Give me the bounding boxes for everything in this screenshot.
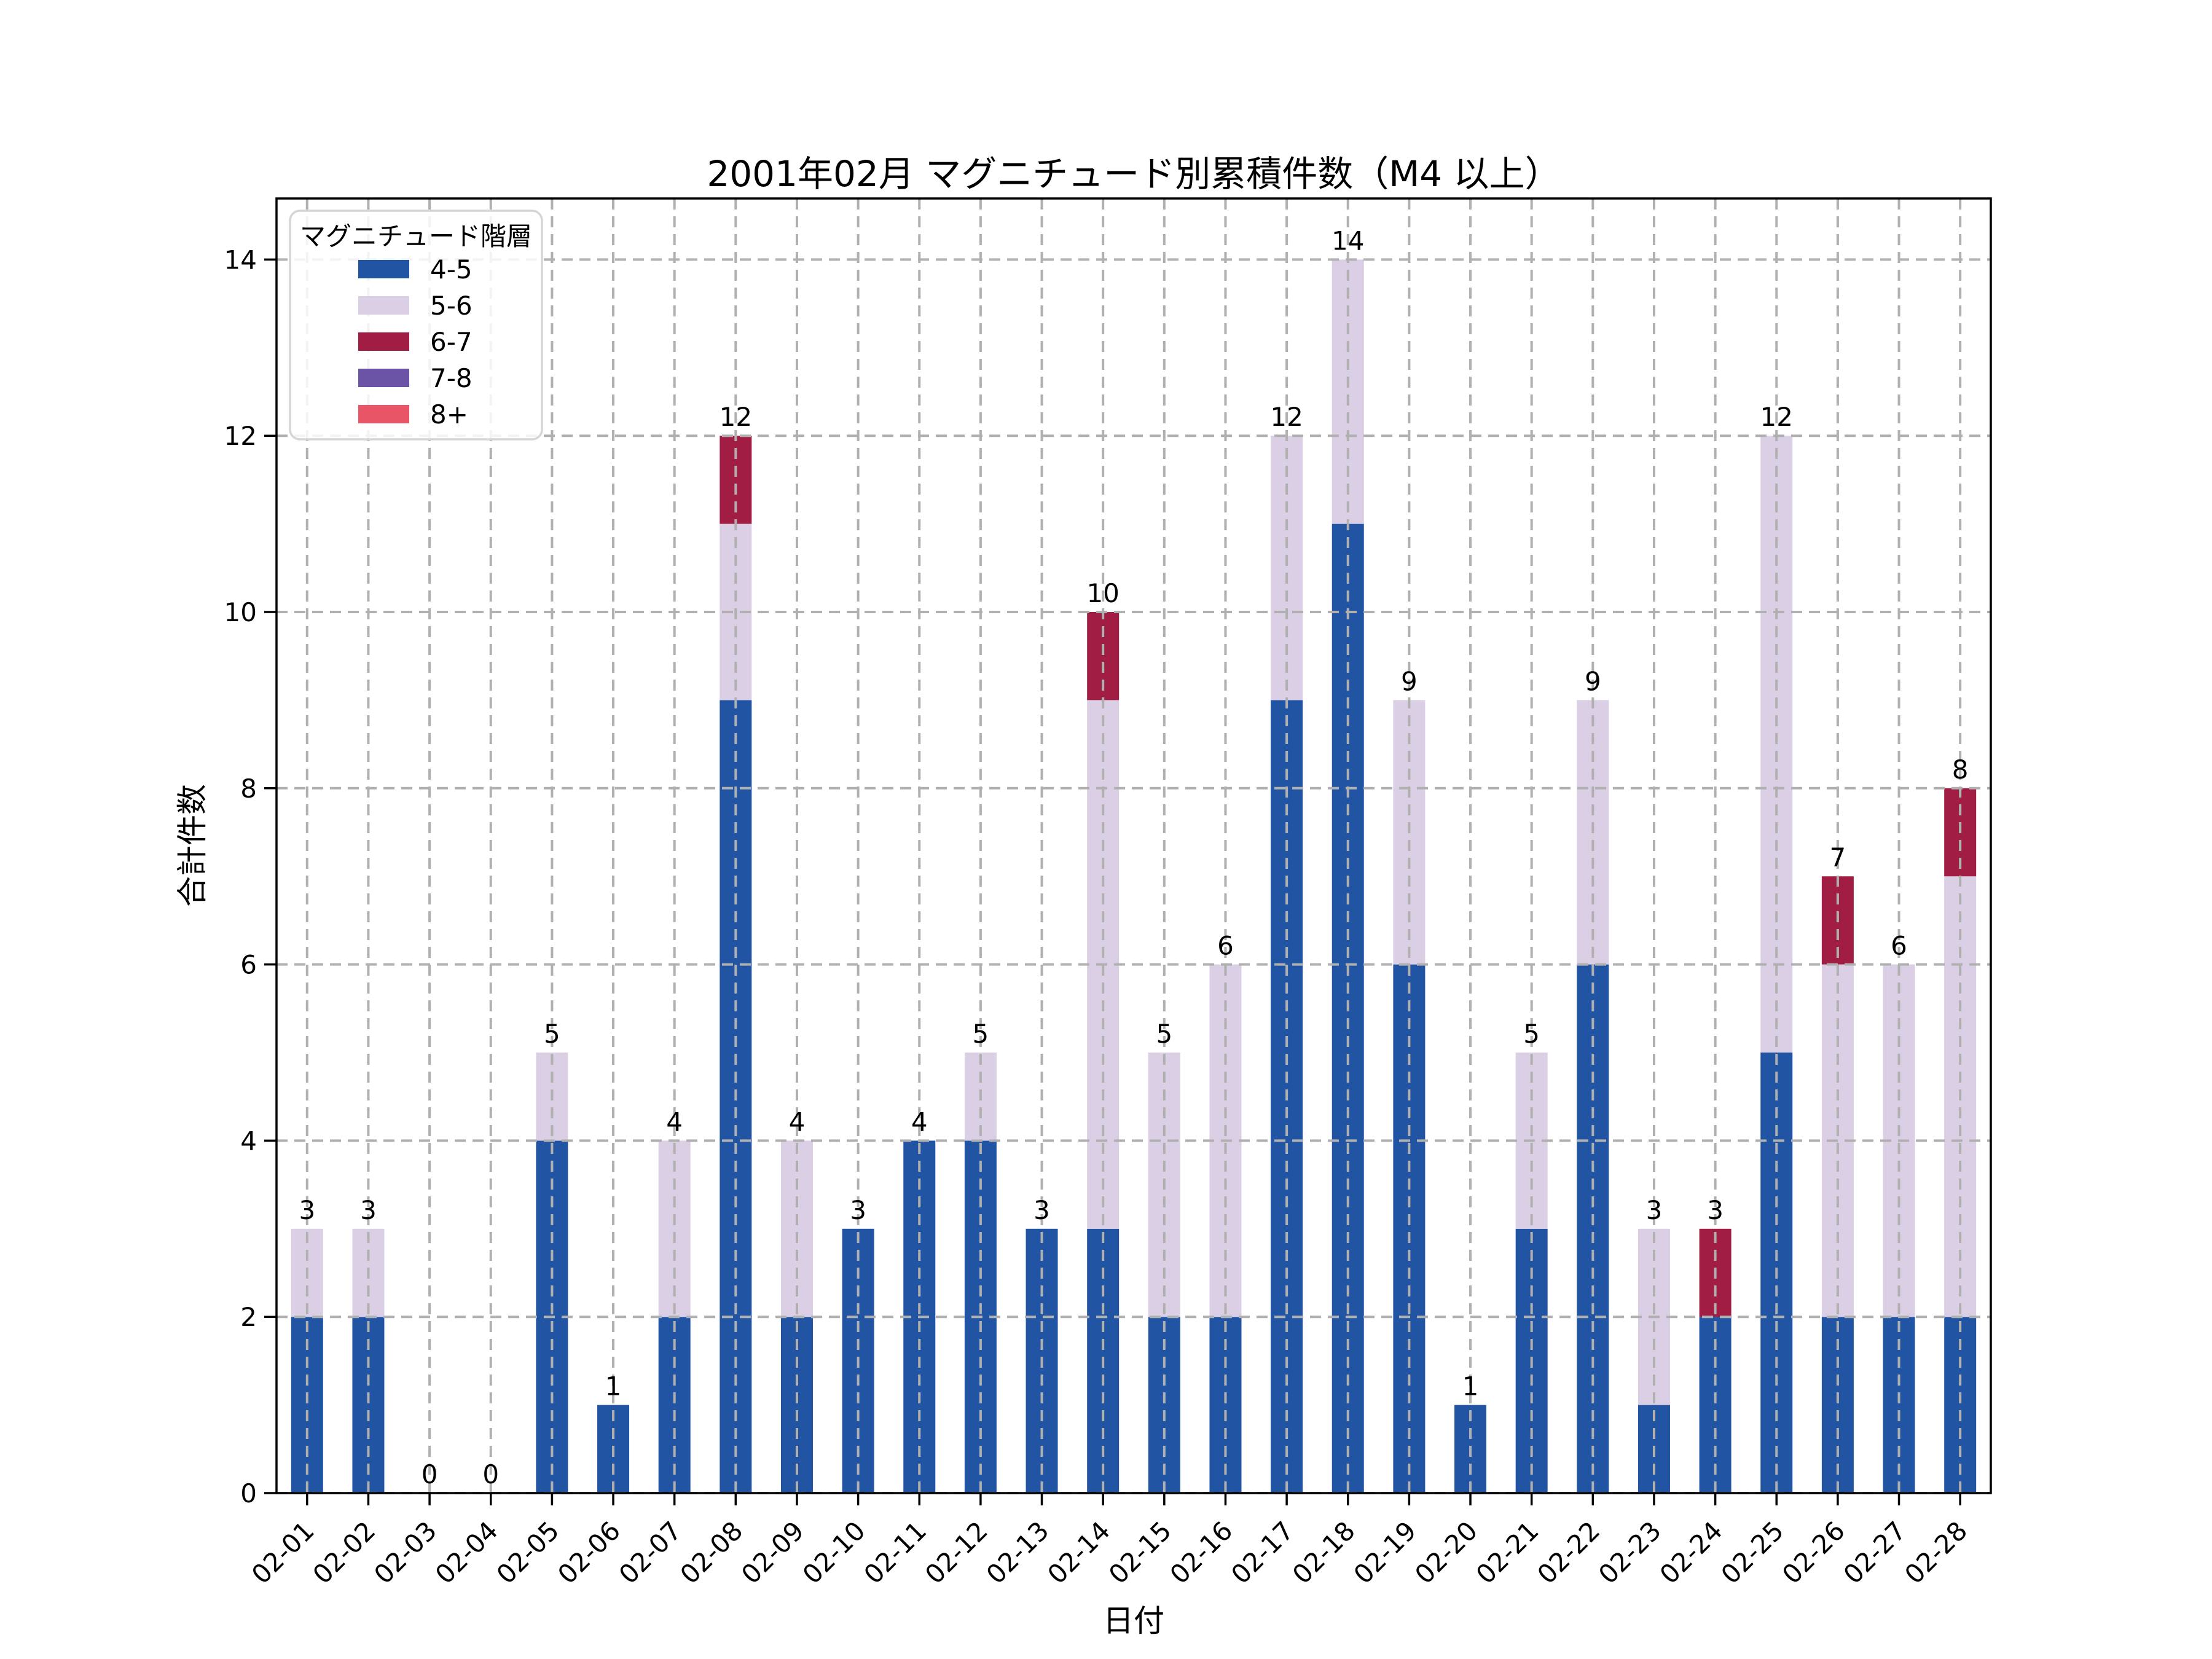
bar-total-label: 3 <box>1033 1195 1050 1225</box>
bar-total-label: 14 <box>1332 226 1364 256</box>
y-tick-label: 8 <box>240 774 257 804</box>
bar-total-label: 5 <box>1523 1019 1540 1049</box>
bar-total-label: 12 <box>1270 402 1303 432</box>
bar-total-label: 5 <box>1156 1019 1172 1049</box>
bar-total-label: 0 <box>482 1459 499 1489</box>
y-axis-label: 合計件数 <box>175 784 210 907</box>
bar-total-label: 8 <box>1952 755 1969 785</box>
bar-total-label: 5 <box>544 1019 560 1049</box>
bar-total-label: 3 <box>850 1195 866 1225</box>
legend-frame <box>289 210 543 441</box>
legend-label-4-5: 4-5 <box>430 254 473 284</box>
y-tick-label: 4 <box>240 1126 257 1156</box>
bar-total-label: 3 <box>299 1195 315 1225</box>
bar-total-label: 6 <box>1891 931 1907 961</box>
bar-total-label: 6 <box>1217 931 1234 961</box>
y-tick-label: 14 <box>224 245 257 275</box>
legend-label-8+: 8+ <box>430 399 468 429</box>
y-tick-label: 0 <box>240 1478 257 1508</box>
legend-swatch-4-5 <box>358 260 409 278</box>
bar-total-label: 9 <box>1585 666 1601 696</box>
bar-total-label: 9 <box>1401 666 1418 696</box>
legend-title: マグニチュード階層 <box>300 221 532 251</box>
y-tick-label: 2 <box>240 1302 257 1332</box>
plot-border <box>275 197 1992 1494</box>
y-tick-label: 6 <box>240 950 257 980</box>
bar-total-label: 4 <box>789 1107 806 1137</box>
bar-total-label: 7 <box>1830 842 1846 873</box>
bar-total-label: 12 <box>720 402 752 432</box>
y-tick-label: 12 <box>224 421 257 451</box>
bar-segment-02-22-4-5 <box>1577 964 1609 1493</box>
legend-label-6-7: 6-7 <box>430 327 473 357</box>
bar-total-label: 12 <box>1760 402 1793 432</box>
bar-total-label: 3 <box>360 1195 377 1225</box>
legend-swatch-5-6 <box>358 296 409 315</box>
bar-segment-02-19-4-5 <box>1393 964 1426 1493</box>
bar-total-label: 4 <box>666 1107 683 1137</box>
legend-swatch-8+ <box>358 405 409 423</box>
bar-total-label: 10 <box>1086 578 1119 608</box>
bar-total-label: 4 <box>911 1107 928 1137</box>
bar-total-label: 1 <box>605 1371 622 1402</box>
legend-label-7-8: 7-8 <box>430 363 473 393</box>
legend-swatch-6-7 <box>358 332 409 351</box>
bar-total-label: 5 <box>973 1019 989 1049</box>
legend-swatch-7-8 <box>358 369 409 387</box>
y-tick-label: 10 <box>224 597 257 627</box>
bar-total-label: 1 <box>1462 1371 1479 1402</box>
bar-total-label: 0 <box>422 1459 438 1489</box>
bar-total-label: 3 <box>1707 1195 1724 1225</box>
x-axis-label: 日付 <box>1103 1603 1164 1639</box>
bar-total-label: 3 <box>1646 1195 1663 1225</box>
chart-title: 2001年02月 マグニチュード別累積件数（M4 以上） <box>707 153 1560 195</box>
bar-segment-02-18-5-6 <box>1332 259 1364 524</box>
legend-label-5-6: 5-6 <box>430 291 473 321</box>
bar-segment-02-17-5-6 <box>1271 436 1303 700</box>
legend: マグニチュード階層 4-5 5-6 6-7 7-8 8+ <box>289 210 543 441</box>
